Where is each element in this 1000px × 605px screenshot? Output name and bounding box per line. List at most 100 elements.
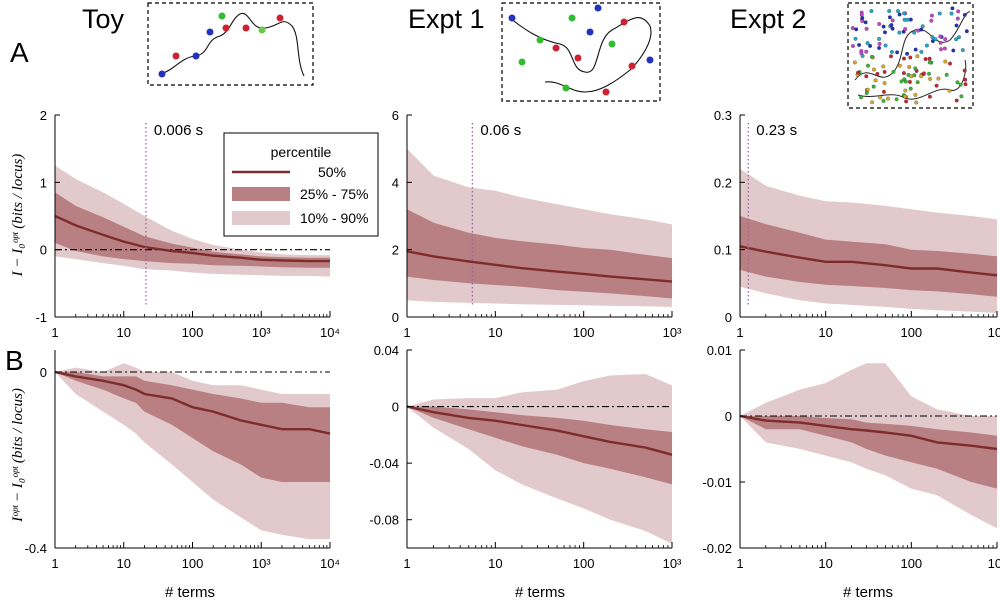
inset-dot — [943, 37, 948, 42]
time-marker-label: 0.23 s — [756, 122, 797, 139]
panel-a-expt2: 0.23 s 0 0.1 0.2 0.3 1 10 100 10³ — [714, 108, 1000, 340]
panel-a-toy: 0.006 s -1 0 1 2 1 10 100 10³ 10⁴ — [35, 108, 340, 340]
panel-a-expt1: 0.06 s 0 2 4 6 1 10 100 10³ — [392, 108, 682, 340]
x-tick-label: 10³ — [988, 325, 1000, 340]
inset-dot — [853, 36, 858, 41]
x-tick-label: 10³ — [252, 325, 271, 340]
inset-dot — [878, 95, 883, 100]
inset-dot — [904, 99, 909, 104]
y-tick-label: 0.01 — [707, 343, 732, 358]
y-tick-label: -0.4 — [25, 541, 47, 556]
inset-dot — [903, 88, 908, 93]
y-tick-label: 2 — [392, 243, 399, 258]
median-line — [406, 405, 673, 456]
inset-dot — [955, 16, 960, 21]
y-tick-label: 0 — [392, 310, 399, 325]
inset-dot — [913, 92, 918, 97]
inset-dot — [919, 49, 924, 54]
time-marker-label: 0.06 s — [480, 122, 521, 139]
inset-dot — [908, 17, 913, 22]
inset-dot — [864, 74, 869, 79]
inset-dot — [864, 49, 869, 54]
inset-dot — [930, 35, 935, 40]
inset-dot — [964, 29, 969, 34]
x-tick-label: 100 — [573, 325, 595, 340]
inset-dot — [899, 79, 904, 84]
inset-dot — [877, 41, 882, 46]
y-tick-label: 0.3 — [714, 108, 732, 123]
inset-expt1 — [501, 2, 661, 102]
y-tick-label: 0.2 — [714, 175, 732, 190]
legend-entry-10-90: 10% - 90% — [300, 210, 368, 226]
inset-expt2 — [847, 2, 974, 109]
legend-swatch-10-90 — [232, 211, 290, 225]
inset-dot — [958, 82, 963, 87]
column-title-expt1: Expt 1 — [408, 4, 485, 34]
inset-dot — [854, 27, 859, 32]
x-tick-label: 1 — [736, 325, 743, 340]
inset-dot — [907, 65, 912, 69]
band-25-75 — [740, 216, 997, 297]
x-axis-label-expt1: # terms — [515, 584, 565, 601]
inset-dot — [933, 37, 938, 42]
inset-dot — [944, 72, 949, 77]
inset-dot — [901, 71, 906, 76]
inset-dot — [875, 71, 880, 76]
legend-entry-25-75: 25% - 75% — [300, 186, 368, 202]
y-tick-label: -0.02 — [702, 541, 732, 556]
inset-dot — [949, 11, 954, 16]
y-tick-label: 0 — [725, 409, 732, 424]
inset-dot — [889, 54, 893, 59]
y-tick-label: 0 — [40, 243, 47, 258]
inset-dot — [947, 88, 952, 93]
inset-dot — [881, 98, 886, 103]
inset-dot — [919, 74, 924, 79]
inset-dot — [881, 64, 886, 69]
x-tick-label: 100 — [900, 325, 922, 340]
inset-dot — [916, 28, 921, 33]
x-tick-label: 10 — [117, 556, 131, 571]
panel-b-toy: 0 -0.4 1 10 100 10³ 10⁴ — [25, 350, 340, 571]
inset-dot — [927, 56, 932, 61]
median-line — [739, 245, 998, 277]
inset-dot — [871, 84, 876, 89]
median-line — [406, 250, 673, 283]
inset-dot — [905, 51, 910, 56]
y-axis-label-a: I − I₀ᵒᵖᵗ (bits / locus) — [10, 154, 26, 278]
x-tick-label: 100 — [182, 325, 204, 340]
inset-dot — [948, 61, 952, 66]
inset-dot — [938, 40, 943, 45]
inset-dot — [927, 94, 932, 99]
inset-dot — [929, 18, 934, 23]
legend: percentile 50% 25% - 75% 10% - 90% — [223, 132, 379, 237]
inset-dot — [877, 22, 882, 26]
inset-dot — [902, 56, 906, 61]
inset-toy — [147, 2, 314, 86]
inset-dot — [896, 9, 900, 14]
inset-dot — [890, 26, 895, 31]
inset-dot — [873, 78, 878, 83]
inset-dot — [870, 100, 875, 105]
x-tick-label: 10³ — [663, 325, 682, 340]
inset-dot — [907, 79, 912, 84]
inset-dot — [881, 89, 886, 94]
inset-dot — [960, 48, 965, 53]
inset-dot — [942, 46, 947, 51]
x-tick-label: 10³ — [252, 556, 271, 571]
inset-dot — [903, 94, 908, 99]
inset-dot — [882, 81, 887, 86]
inset-dot — [903, 79, 908, 84]
inset-dot — [924, 43, 929, 48]
inset-dot — [902, 11, 907, 16]
y-tick-label: 0.1 — [714, 243, 732, 258]
y-tick-label: 6 — [392, 108, 399, 123]
inset-dot — [903, 27, 908, 32]
y-tick-label: 2 — [40, 108, 47, 123]
inset-dot — [915, 80, 920, 85]
inset-dot — [860, 54, 865, 58]
inset-dot — [887, 15, 892, 20]
inset-dot — [913, 66, 918, 71]
inset-dot — [864, 26, 869, 31]
inset-dot — [872, 67, 876, 72]
inset-dot — [963, 82, 968, 87]
